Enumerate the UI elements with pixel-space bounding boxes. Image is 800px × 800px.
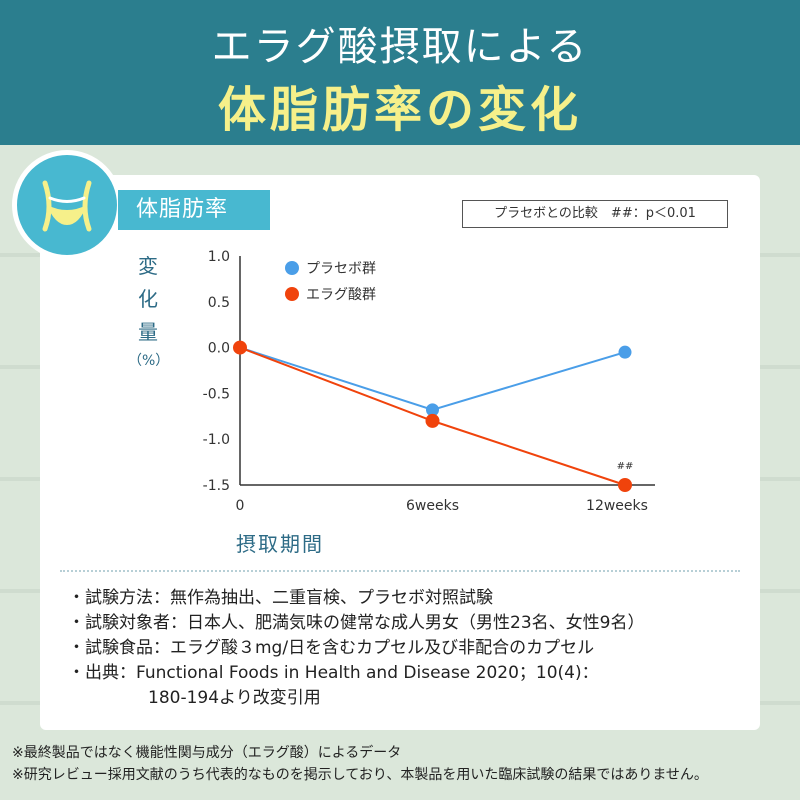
series-1-point-1 xyxy=(425,413,440,428)
series-line-0 xyxy=(239,346,626,411)
study-notes: ・試験方法：無作為抽出、二重盲検、プラセボ対照試験 ・試験対象者：日本人、肥満気… xyxy=(68,586,748,711)
y-tick-label-0: 1.0 xyxy=(208,249,230,265)
y-tick-label-2: 0.0 xyxy=(208,341,230,357)
y-tick-label-5: -1.5 xyxy=(203,478,230,494)
x-tick-label-0: 0 xyxy=(236,498,245,514)
legend-label-1: エラグ酸群 xyxy=(306,287,376,303)
significance-note: プラセボとの比較 ##：p＜0.01 xyxy=(462,200,728,228)
series-0-point-2 xyxy=(618,345,632,359)
x-axis-label: 摂取期間 xyxy=(236,532,324,556)
y-tick-label-3: -0.5 xyxy=(203,386,230,402)
legend-marker-0 xyxy=(285,261,299,275)
significance-mark: ## xyxy=(617,461,634,472)
x-tick-label-1: 6weeks xyxy=(406,498,459,514)
y-tick-label-1: 0.5 xyxy=(208,295,230,311)
legend-marker-1 xyxy=(285,287,299,301)
note-method: ・試験方法：無作為抽出、二重盲検、プラセボ対照試験 xyxy=(68,588,493,608)
y-axis-unit: （%） xyxy=(128,353,170,369)
content-card xyxy=(40,175,760,730)
header-banner: エラグ酸摂取による 体脂肪率の変化 xyxy=(0,0,800,145)
y-axis-label-char-1: 化 xyxy=(138,287,158,311)
divider xyxy=(60,570,740,572)
y-tick-label-4: -1.0 xyxy=(203,432,230,448)
note-source: ・出典：Functional Foods in Health and Disea… xyxy=(68,663,599,683)
y-axis-label: 変化量 xyxy=(128,250,168,349)
y-axis-label-char-0: 変 xyxy=(138,254,158,278)
footnote-1: ※最終製品ではなく機能性関与成分（エラグ酸）によるデータ xyxy=(12,745,402,761)
note-source-cont: 180-194より改変引用 xyxy=(148,688,321,708)
series-1-point-0 xyxy=(233,340,247,355)
section-tag: 体脂肪率 xyxy=(118,190,270,230)
waist-icon xyxy=(12,150,122,260)
title-line-2: 体脂肪率の変化 xyxy=(217,82,582,138)
series-0-point-1 xyxy=(426,403,439,417)
y-axis-label-char-2: 量 xyxy=(138,320,158,344)
title-line-1: エラグ酸摂取による xyxy=(211,24,589,70)
note-subjects: ・試験対象者：日本人、肥満気味の健常な成人男女（男性23名、女性9名） xyxy=(68,613,645,633)
note-food: ・試験食品：エラグ酸３mg/日を含むカプセル及び非配合のカプセル xyxy=(68,638,595,658)
footnotes: ※最終製品ではなく機能性関与成分（エラグ酸）によるデータ ※研究レビュー採用文献… xyxy=(12,742,800,786)
series-1-point-2 xyxy=(618,478,632,492)
legend-label-0: プラセボ群 xyxy=(306,261,376,277)
x-tick-label-2: 12weeks xyxy=(586,498,648,514)
footnote-2: ※研究レビュー採用文献のうち代表的なものを掲示しており、本製品を用いた臨床試験の… xyxy=(12,767,708,783)
